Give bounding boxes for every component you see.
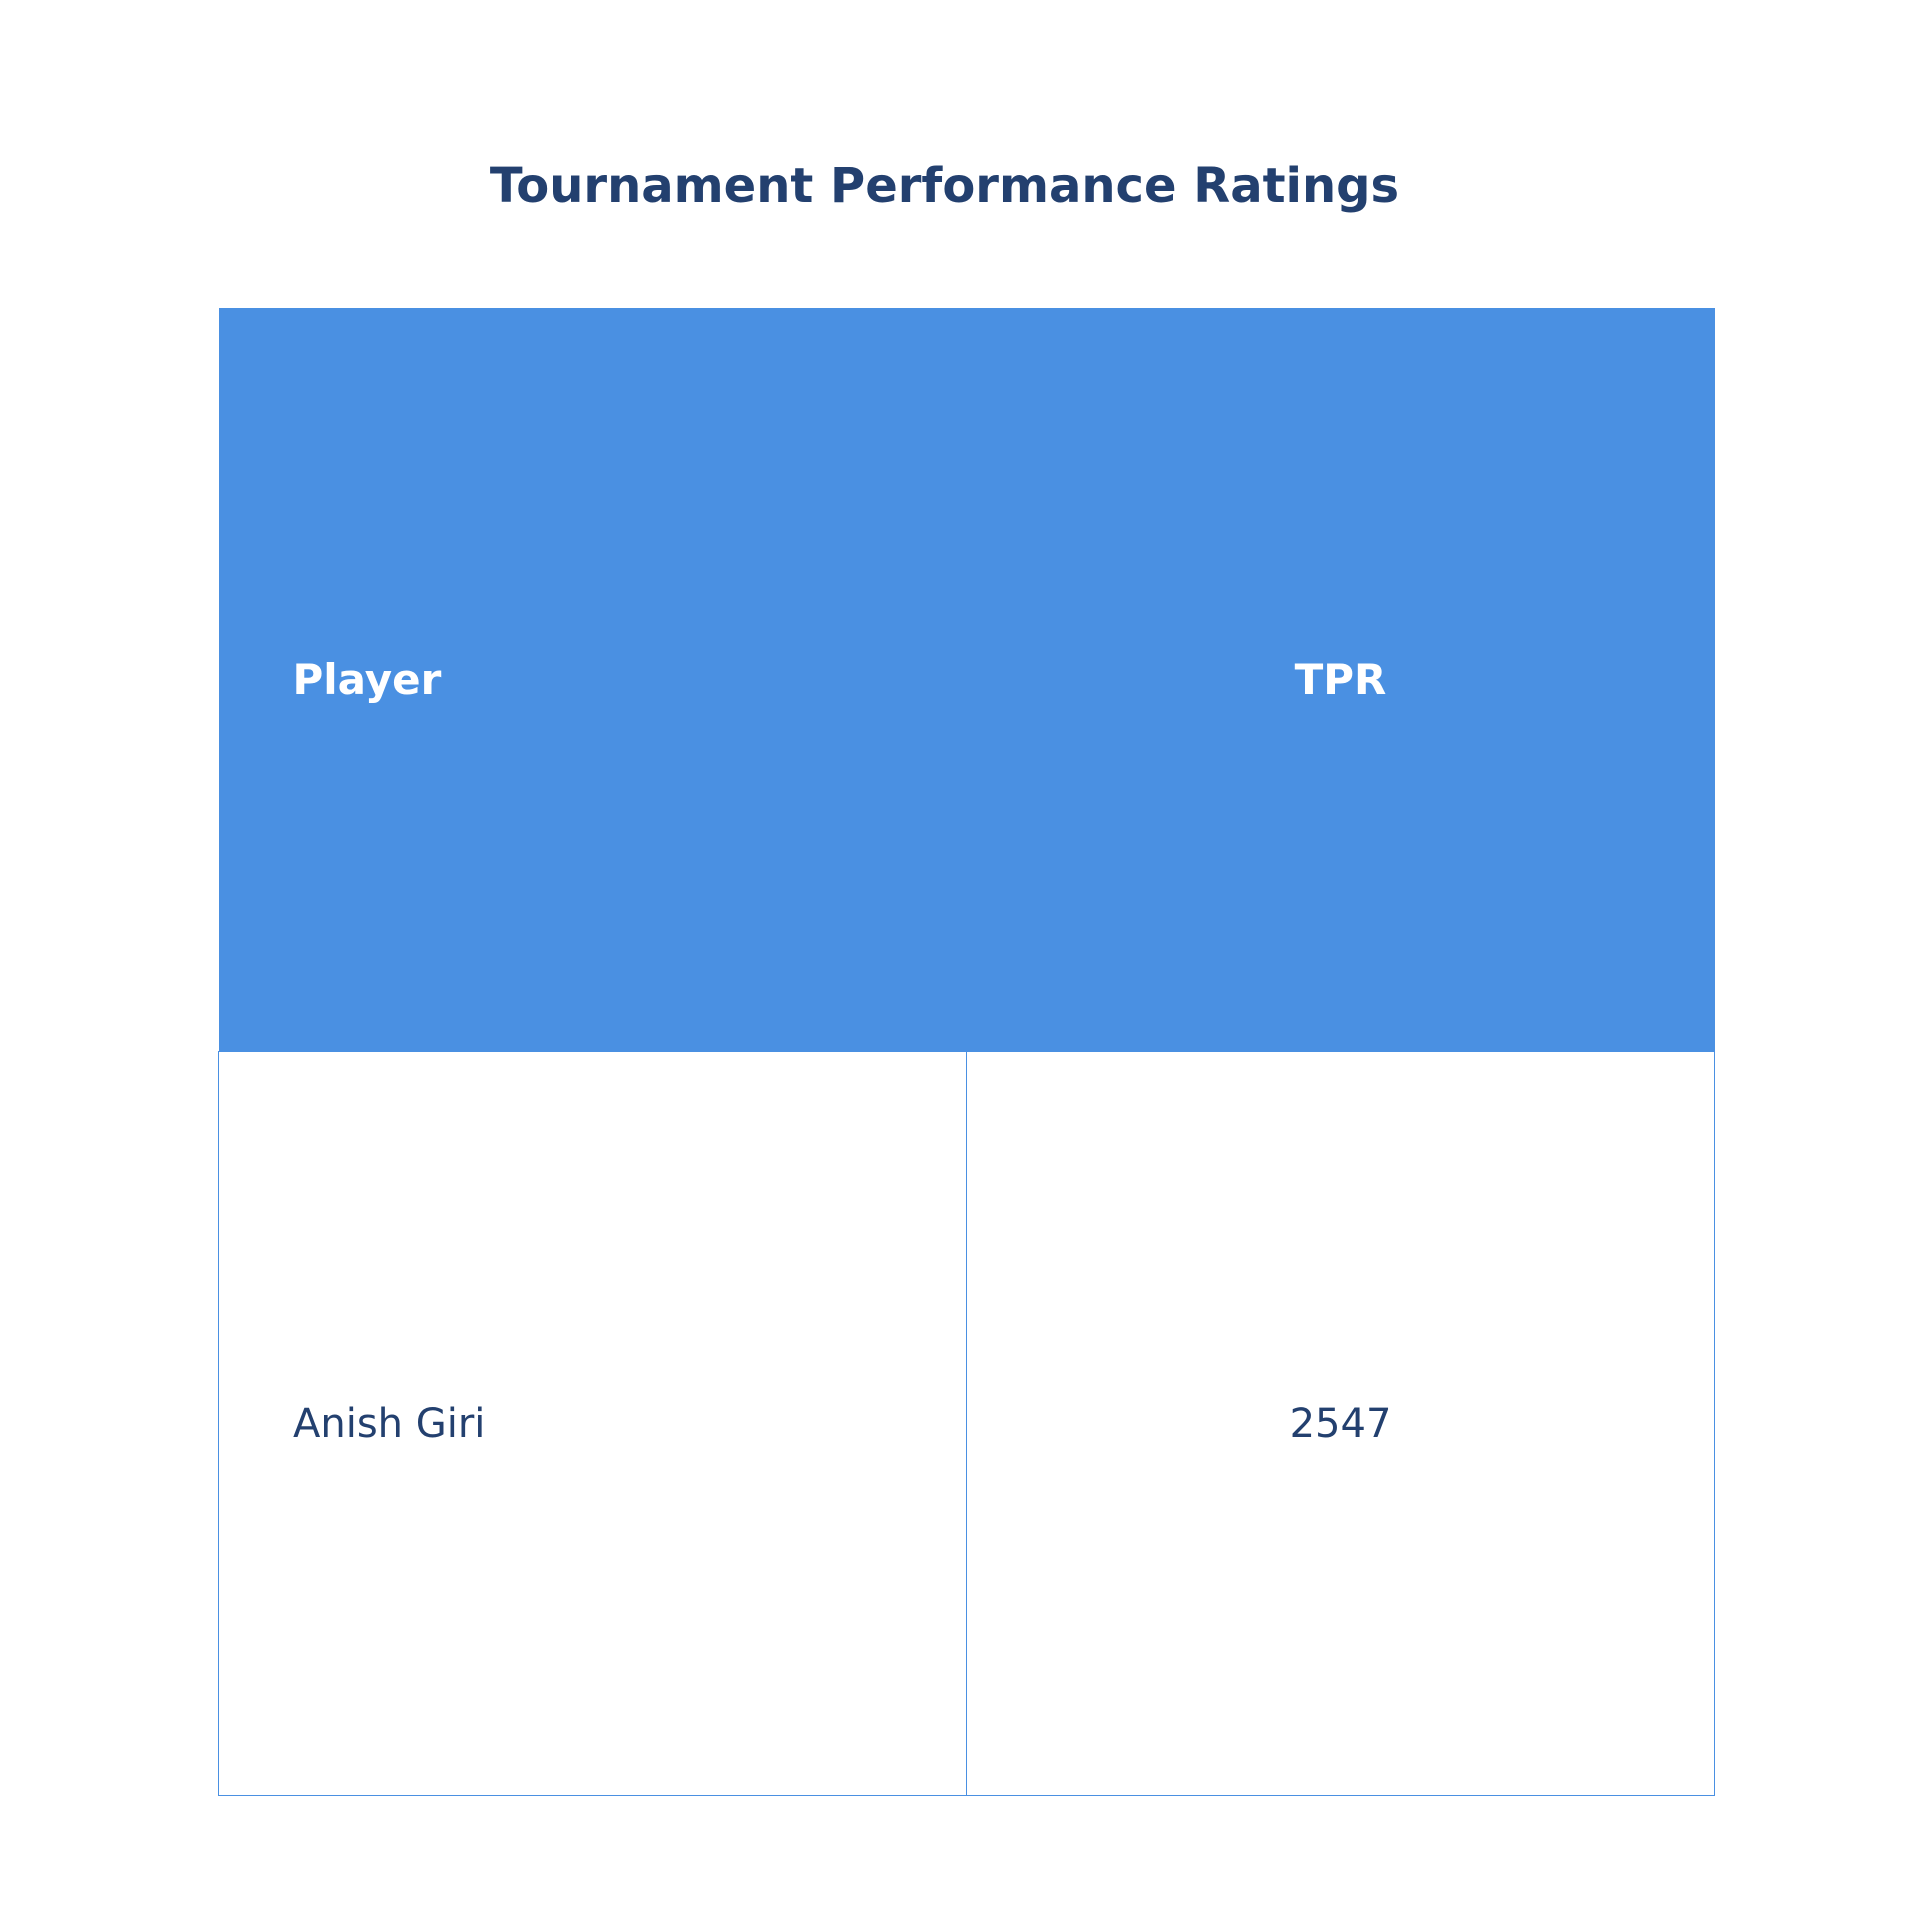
ratings-table: Player TPR Anish Giri 2547 [218,308,1715,1796]
cell-tpr-value: 2547 [966,1051,1715,1796]
cell-player-name: Anish Giri [218,1051,967,1796]
column-header-tpr: TPR [966,308,1715,1052]
column-header-player: Player [218,308,967,1052]
table-header-row: Player TPR [218,308,1715,1052]
table-row: Anish Giri 2547 [218,1051,1715,1796]
chart-title: Tournament Performance Ratings [489,158,1400,214]
